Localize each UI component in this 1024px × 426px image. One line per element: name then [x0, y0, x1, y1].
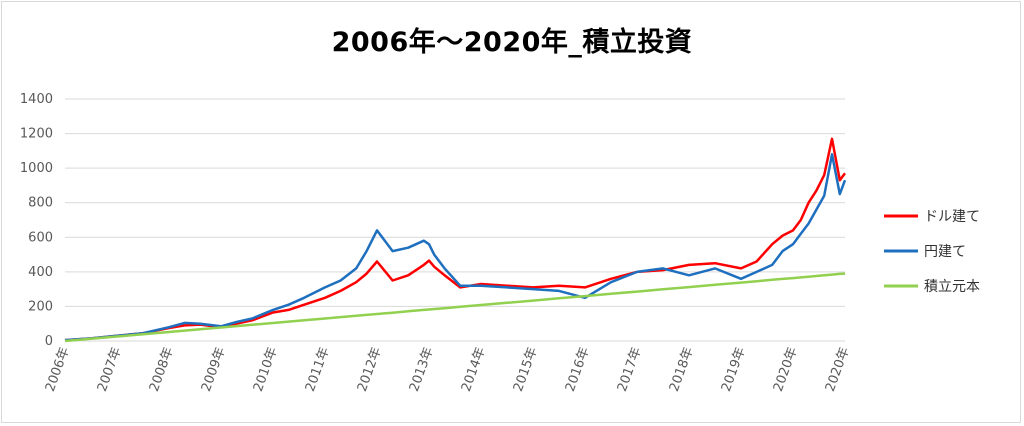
x-tick-label: 2020年	[771, 345, 801, 393]
y-tick-label: 0	[45, 334, 53, 349]
x-tick-label: 2012年	[355, 345, 385, 393]
x-tick-label: 2016年	[563, 345, 593, 393]
x-tick-label: 2014年	[459, 345, 489, 393]
y-tick-label: 1000	[20, 161, 53, 176]
y-tick-label: 1200	[20, 127, 53, 142]
legend-label-2: 積立元本	[924, 279, 980, 295]
x-tick-label: 2006年	[43, 345, 73, 393]
x-tick-label: 2017年	[615, 345, 645, 393]
x-tick-label: 2019年	[719, 345, 749, 393]
series-line-1	[64, 153, 847, 342]
y-tick-label: 200	[28, 299, 53, 314]
chart-title: 2006年～2020年_積立投資	[331, 27, 693, 58]
x-tick-label: 2010年	[251, 345, 281, 393]
x-tick-label: 2013年	[407, 345, 437, 393]
legend-label-0: ドル建て	[924, 209, 980, 225]
y-tick-label: 800	[28, 196, 53, 211]
x-tick-label: 2011年	[303, 345, 333, 393]
series-line-2	[64, 272, 846, 343]
legend-label-1: 円建て	[924, 244, 966, 260]
x-tick-label: 2009年	[199, 345, 229, 393]
x-tick-label: 2008年	[147, 345, 177, 393]
y-tick-label: 600	[28, 230, 53, 245]
x-tick-label: 2007年	[95, 345, 125, 393]
y-tick-label: 400	[28, 265, 53, 280]
x-tick-label: 2020年	[823, 345, 853, 393]
x-tick-label: 2015年	[511, 345, 541, 393]
y-tick-label: 1400	[20, 92, 53, 107]
x-tick-label: 2018年	[667, 345, 697, 393]
series-line-0	[64, 137, 846, 342]
